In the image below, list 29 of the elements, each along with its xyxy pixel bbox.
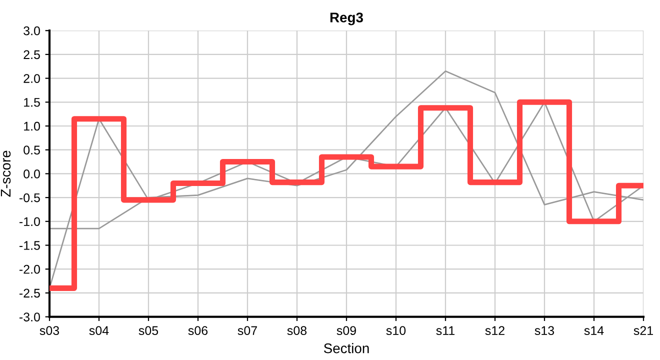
x-tick-label: s13 — [534, 326, 554, 336]
y-tick-label: -2.0 — [19, 264, 40, 274]
y-axis-title: Z-score — [0, 150, 11, 197]
x-tick-label: s08 — [287, 326, 307, 336]
x-tick-label: s09 — [336, 326, 356, 336]
x-tick-label: s07 — [238, 326, 257, 336]
y-tick-label: 0.0 — [24, 170, 40, 178]
x-tick-label: s04 — [89, 326, 109, 336]
y-tick-label: 2.5 — [24, 50, 40, 60]
y-tick-label: -2.5 — [19, 288, 40, 298]
y-tick-label: 1.5 — [24, 98, 40, 107]
y-tick-label: -1.5 — [19, 241, 40, 250]
x-tick-label: s21 — [634, 326, 653, 336]
x-tick-label: s12 — [485, 326, 504, 336]
x-tick-label: s14 — [584, 326, 604, 336]
x-tick-label: s11 — [436, 326, 455, 336]
x-tick-label: s10 — [386, 326, 406, 336]
y-tick-label: -0.5 — [19, 193, 40, 202]
x-axis-title: Section — [324, 343, 369, 354]
y-tick-label: 1.0 — [24, 122, 40, 131]
chart-title: Reg3 — [330, 12, 363, 26]
y-tick-label: 3.0 — [24, 26, 40, 36]
y-tick-label: -1.0 — [19, 217, 40, 226]
x-tick-label: s05 — [138, 326, 158, 336]
y-tick-label: 0.5 — [24, 146, 40, 154]
x-tick-label: s03 — [40, 326, 60, 336]
x-tick-label: s06 — [188, 326, 208, 336]
y-tick-label: 2.0 — [24, 74, 40, 83]
y-tick-label: -3.0 — [19, 312, 40, 322]
